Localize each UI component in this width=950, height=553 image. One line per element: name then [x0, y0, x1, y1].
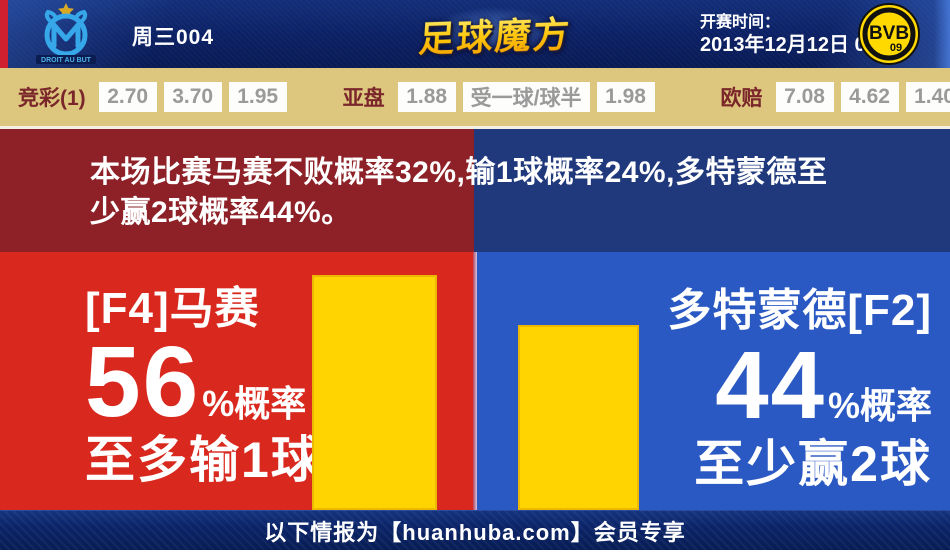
odds-value-asian-home: 1.88 — [397, 82, 456, 112]
probability-panels: [F4]马赛 56 %概率 至多输1球 多特蒙德[F2] 44 %概率 至少赢2… — [0, 252, 950, 510]
odds-group-asian-handicap: 亚盘 1.88 受一球/球半 1.98 — [343, 82, 655, 112]
match-code: 周三004 — [132, 26, 215, 49]
odds-group-european: 欧赔 7.08 4.62 1.40 — [721, 82, 950, 112]
away-probability-line: 44 %概率 — [667, 336, 932, 436]
prediction-message-line1: 本场比赛马赛不败概率32%,输1球概率24%,多特蒙德至 — [90, 156, 828, 189]
home-probability-suffix: %概率 — [202, 383, 307, 424]
kickoff-time-block: 开赛时间： 2013年12月12日 03:45 — [700, 12, 906, 56]
prediction-message-band: 本场比赛马赛不败概率32%,输1球概率24%,多特蒙德至 少赢2球概率44%。 — [0, 129, 950, 252]
header-right-highlight — [934, 0, 950, 68]
away-probability-suffix: %概率 — [827, 385, 932, 426]
home-panel-text: [F4]马赛 56 %概率 至多输1球 — [85, 272, 323, 492]
odds-value-handicap-line: 受一球/球半 — [462, 82, 590, 112]
message-band-red-half — [0, 129, 474, 252]
odds-value-euro-away: 1.40 — [905, 82, 950, 112]
panel-divider — [473, 252, 477, 510]
home-panel-marseille: [F4]马赛 56 %概率 至多输1球 — [0, 252, 473, 510]
marseille-club-logo: DROIT AU BUT — [36, 3, 96, 64]
kickoff-label: 开赛时间： — [700, 14, 781, 31]
odds-value-home-win: 2.70 — [98, 82, 157, 112]
away-panel-text: 多特蒙德[F2] 44 %概率 至少赢2球 — [667, 274, 932, 496]
odds-value-euro-draw: 4.62 — [840, 82, 899, 112]
away-outcome: 至少赢2球 — [694, 436, 932, 492]
odds-value-euro-home: 7.08 — [775, 82, 834, 112]
away-team-name: 多特蒙德[F2] — [667, 286, 932, 335]
prediction-message-line2: 少赢2球概率44%。 — [90, 196, 352, 229]
home-probability-bar — [312, 275, 437, 510]
header: DROIT AU BUT 周三004 足球魔方 开赛时间： 2013年12月12… — [0, 0, 950, 68]
odds-bar: 竞彩(1) 2.70 3.70 1.95 亚盘 1.88 受一球/球半 1.98… — [0, 68, 950, 129]
odds-label-asian: 亚盘 — [342, 87, 385, 110]
away-probability-bar — [518, 325, 639, 510]
footer-text: 以下情报为【huanhuba.com】会员专享 — [264, 519, 686, 545]
prediction-message: 本场比赛马赛不败概率32%,输1球概率24%,多特蒙德至 少赢2球概率44%。 — [90, 153, 890, 233]
site-logo: 足球魔方 — [417, 5, 573, 62]
home-probability-line: 56 %概率 — [85, 330, 323, 434]
odds-value-away-win: 1.95 — [228, 82, 287, 112]
home-probability-value: 56 — [85, 326, 201, 438]
kickoff-time: 2013年12月12日 03:45 — [700, 34, 906, 56]
odds-value-asian-away: 1.98 — [596, 82, 655, 112]
marseille-motto: DROIT AU BUT — [41, 57, 92, 64]
bvb-text: BVB — [869, 23, 909, 44]
odds-label-european: 欧赔 — [720, 87, 763, 110]
odds-label-jingcai: 竞彩(1) — [18, 87, 86, 110]
dortmund-club-logo: BVB 09 — [858, 3, 920, 65]
odds-value-draw: 3.70 — [163, 82, 222, 112]
home-outcome: 至多输1球 — [85, 432, 323, 488]
away-probability-value: 44 — [715, 332, 826, 439]
bvb-number: 09 — [890, 42, 902, 54]
header-left-red-strip — [0, 0, 8, 68]
footer-bar: 以下情报为【huanhuba.com】会员专享 — [0, 510, 950, 550]
site-logo-glow: 足球魔方 — [395, 0, 595, 68]
away-panel-dortmund: 多特蒙德[F2] 44 %概率 至少赢2球 — [477, 252, 950, 510]
odds-group-jingcai: 竞彩(1) 2.70 3.70 1.95 — [18, 82, 287, 112]
message-band-blue-half — [474, 129, 950, 252]
home-team-name: [F4]马赛 — [85, 284, 260, 333]
